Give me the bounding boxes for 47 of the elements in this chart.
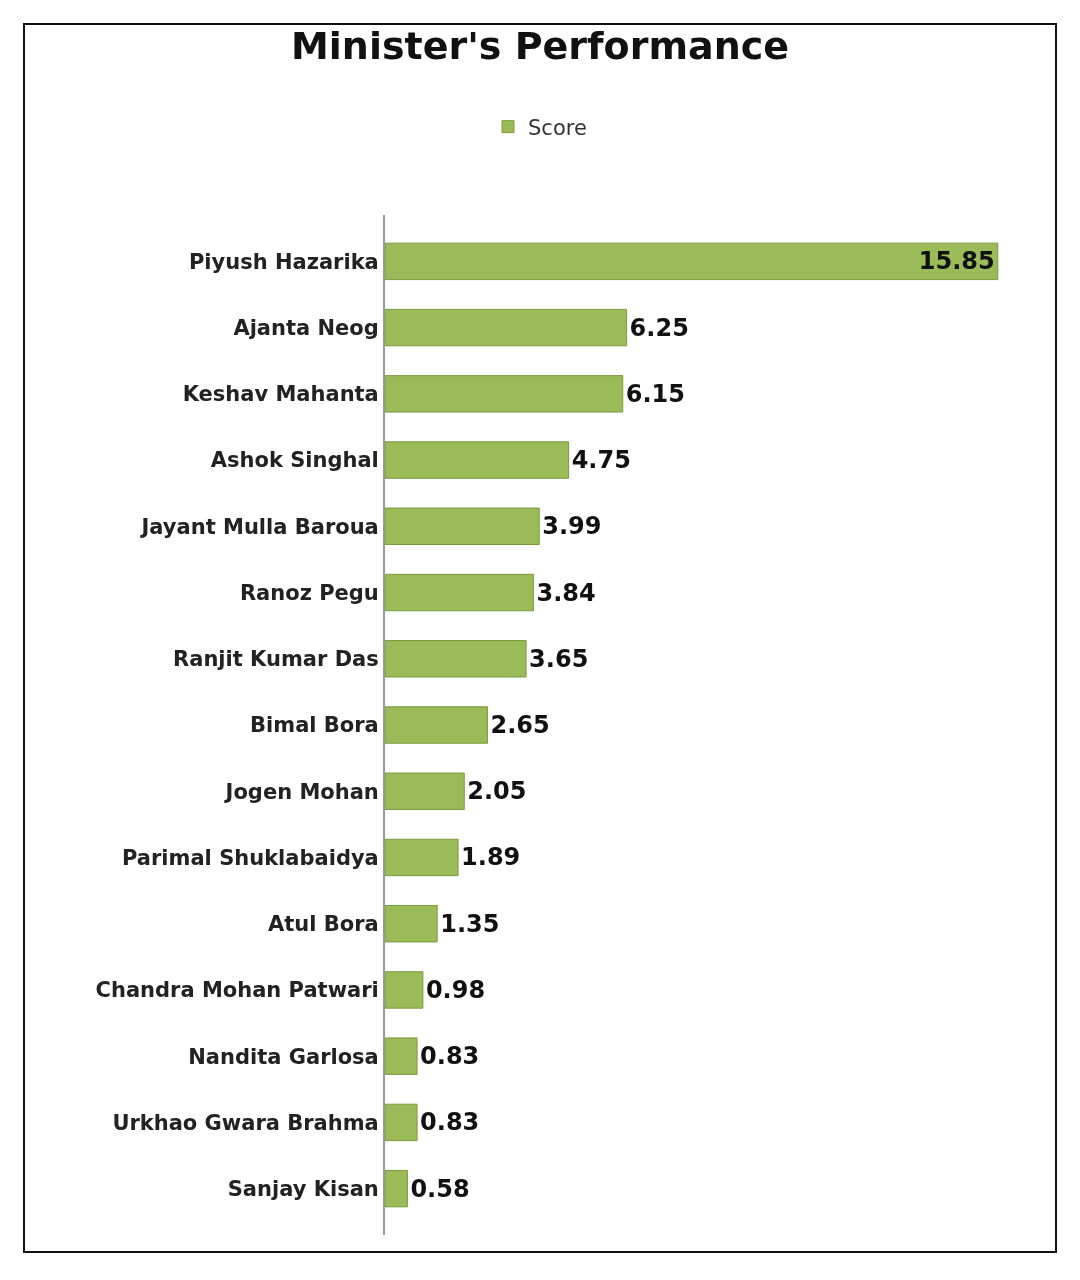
bar [385,242,999,281]
y-tick-label: Atul Bora [268,912,379,937]
data-label: 3.84 [536,578,596,607]
y-tick-label: Ajanta Neog [233,315,379,340]
bar [385,838,459,877]
y-tick-label: Ranoz Pegu [239,580,379,605]
bar [385,573,534,612]
data-label: 3.99 [542,512,602,541]
data-label: 0.58 [410,1174,470,1203]
bar [385,1169,408,1208]
data-label: 1.89 [461,843,521,872]
data-label: 2.65 [490,711,550,739]
chart-title: Minister's Performance [290,23,790,68]
data-label: 6.15 [625,379,685,408]
data-label: 2.05 [467,777,527,806]
y-tick-label: Jayant Mulla Baroua [139,514,379,539]
bar [385,1103,418,1142]
bar [385,706,488,744]
y-tick-label: Chandra Mohan Patwari [95,978,379,1003]
data-label: 4.75 [571,446,631,475]
data-label: 0.83 [420,1042,480,1071]
legend-label: Score [528,115,587,140]
y-tick-label: Bimal Bora [250,713,379,738]
bar [385,1037,418,1075]
y-tick-label: Ranjit Kumar Das [173,647,379,672]
bar [385,971,424,1009]
y-tick-label: Sanjay Kisan [227,1176,379,1201]
bar [385,772,465,810]
data-label: 0.98 [425,975,486,1004]
data-label: 15.85 [918,247,995,276]
bar [385,904,438,943]
bar [385,507,540,546]
bar [385,441,570,479]
y-tick-label: Jogen Mohan [223,779,379,804]
data-label: 6.25 [629,313,689,342]
y-tick-label: Keshav Mahanta [182,382,379,407]
bar [385,308,628,347]
y-tick-label: Nandita Garlosa [188,1044,379,1069]
bar [385,375,624,413]
data-label: 0.83 [420,1108,480,1137]
y-tick-label: Urkhao Gwara Brahma [112,1110,379,1135]
y-tick-label: Parimal Shuklabaidya [122,845,379,870]
data-label: 3.65 [529,644,589,673]
y-tick-label: Piyush Hazarika [188,249,379,274]
bar [385,640,527,678]
y-tick-label: Ashok Singhal [210,448,379,473]
data-label: 1.35 [440,909,500,938]
